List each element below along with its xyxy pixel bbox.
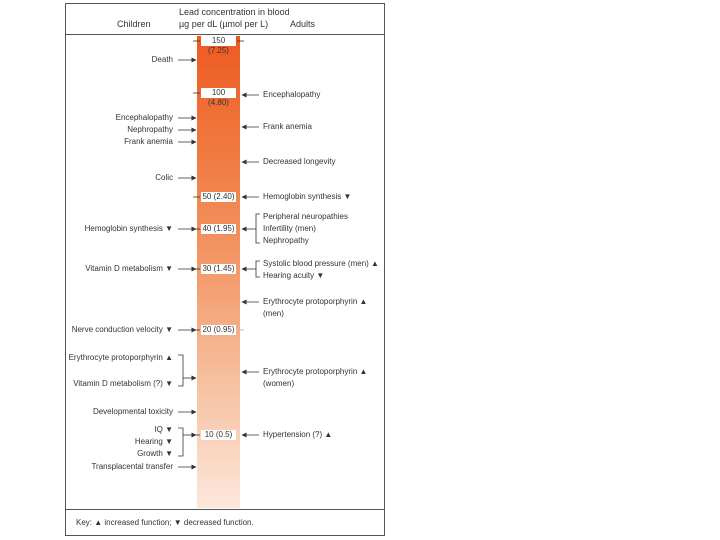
footer-divider [65,509,385,510]
bracket-iq-growth [178,427,184,457]
adult-hemoglobin: Hemoglobin synthesis ▼ [263,192,352,201]
bracket-adult-40 [255,213,260,244]
child-growth: Growth ▼ [137,449,173,458]
child-vitamin-d-2: Vitamin D metabolism (?) ▼ [73,379,173,388]
child-encephalopathy: Encephalopathy [115,113,173,122]
adult-erythro-men-2: (men) [263,309,284,318]
level-30: 30 (1.45) [201,264,236,274]
adult-nephropathy: Nephropathy [263,236,309,245]
child-transplacental: Transplacental transfer [91,462,173,471]
child-iq: IQ ▼ [154,425,173,434]
adult-encephalopathy: Encephalopathy [263,90,321,99]
bracket-erythro-vitd [178,354,184,387]
child-vitamin-d: Vitamin D metabolism ▼ [85,264,173,273]
header-divider [65,34,385,35]
child-frank-anemia: Frank anemia [124,137,173,146]
title-line-1: Lead concentration in blood [179,7,290,17]
level-20: 20 (0.95) [201,325,236,335]
title-line-2: µg per dL (µmol per L) [179,19,269,29]
children-column-header: Children [117,19,151,29]
level-150: 150 (7.25) [201,36,236,55]
adult-erythro-men-1: Erythrocyte protoporphyrin ▲ [263,297,368,306]
bracket-adult-30 [255,260,260,278]
diagram-frame [65,3,385,536]
level-40: 40 (1.95) [201,224,236,234]
key-legend: Key: ▲ increased function; ▼ decreased f… [76,518,254,527]
level-50: 50 (2.40) [201,192,236,202]
adult-longevity: Decreased longevity [263,157,336,166]
adult-systolic: Systolic blood pressure (men) ▲ [263,259,379,268]
adult-hypertension: Hypertension (?) ▲ [263,430,333,439]
adult-erythro-women-1: Erythrocyte protoporphyrin ▲ [263,367,368,376]
adult-hearing: Hearing acuity ▼ [263,271,325,280]
level-100: 100 (4.80) [201,88,236,107]
child-erythrocyte: Erythrocyte protoporphyrin ▲ [68,353,173,362]
child-nerve-conduction: Nerve conduction velocity ▼ [71,325,173,334]
level-10: 10 (0.5) [201,430,236,440]
child-death: Death [151,55,173,64]
child-colic: Colic [155,173,173,182]
adult-peripheral: Peripheral neuropathies [263,212,348,221]
adult-frank-anemia: Frank anemia [263,122,312,131]
child-developmental: Developmental toxicity [92,407,173,416]
adult-infertility: Infertility (men) [263,224,316,233]
adult-erythro-women-2: (women) [263,379,295,388]
child-hearing: Hearing ▼ [134,437,173,446]
child-nephropathy: Nephropathy [127,125,173,134]
adults-column-header: Adults [290,19,316,29]
child-hemoglobin: Hemoglobin synthesis ▼ [84,224,173,233]
